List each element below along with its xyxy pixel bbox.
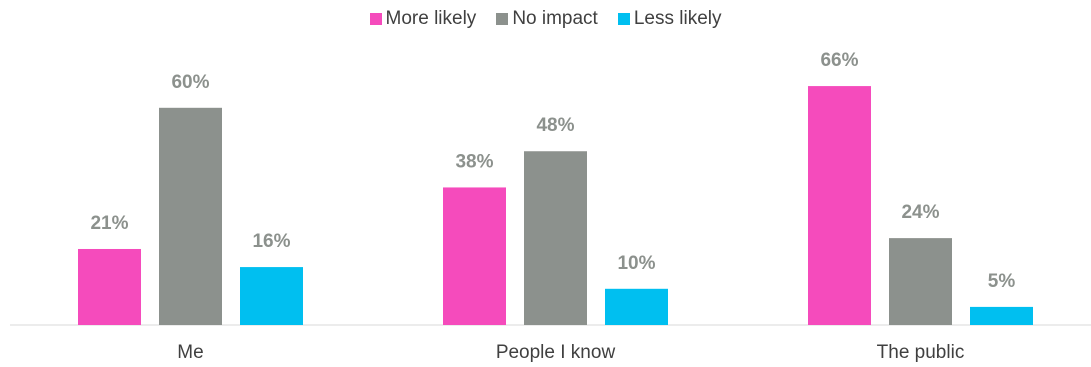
chart-legend: More likely No impact Less likely: [0, 8, 1091, 30]
bar-value-label: 21%: [90, 213, 128, 234]
legend-label: Less likely: [633, 8, 722, 29]
legend-swatch: [617, 13, 630, 25]
bar: [240, 267, 303, 325]
legend-swatch: [496, 13, 509, 25]
bar-value-label: 48%: [536, 115, 574, 136]
legend-label: No impact: [512, 8, 598, 29]
bar: [808, 86, 871, 325]
x-tick-label: People I know: [496, 342, 616, 363]
bar-value-label: 10%: [617, 253, 655, 274]
bar: [159, 107, 222, 325]
bar: [970, 306, 1033, 325]
legend-item: No impact: [496, 8, 598, 30]
bar: [78, 248, 141, 325]
legend-label: More likely: [385, 8, 477, 29]
bar: [443, 187, 506, 325]
x-axis-ticks: Me People I know The public: [177, 342, 964, 363]
bar-value-label: 16%: [252, 231, 290, 252]
bar: [889, 238, 952, 325]
bar-value-label: 60%: [171, 72, 209, 93]
legend-item: Less likely: [617, 8, 722, 30]
bar-value-label: 5%: [988, 271, 1016, 292]
legend-item: More likely: [369, 8, 477, 30]
x-tick-label: Me: [177, 342, 203, 363]
legend-swatch: [369, 13, 382, 25]
bar-value-label: 66%: [820, 50, 858, 71]
bar-value-label: 38%: [455, 151, 493, 172]
data-labels-group: 21% 60% 16% 38% 48% 10% 66% 24% 5%: [90, 50, 1015, 292]
bars-group: [78, 86, 1033, 325]
bar-value-label: 24%: [901, 202, 939, 223]
bar: [524, 151, 587, 325]
x-tick-label: The public: [877, 342, 965, 363]
bar: [605, 288, 668, 325]
